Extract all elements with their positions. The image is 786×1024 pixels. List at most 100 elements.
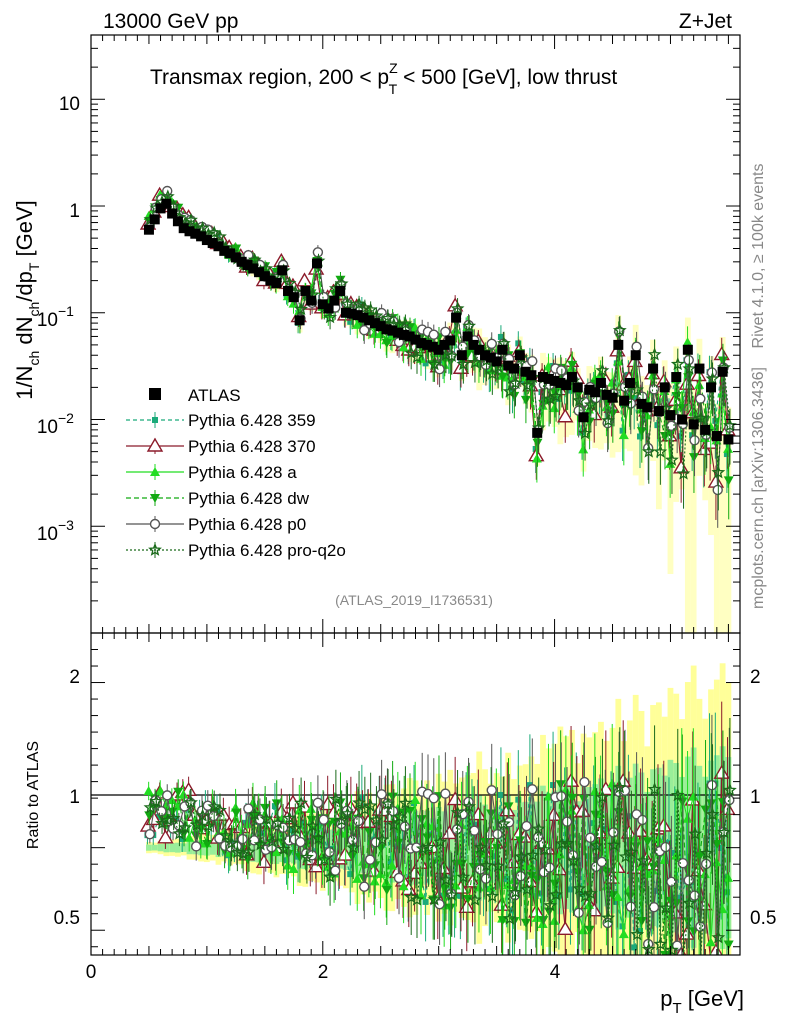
mc-ratio-point [179, 835, 186, 842]
mc-point [618, 430, 629, 440]
mc-ratio-point [654, 887, 661, 894]
mc-ratio-point [557, 920, 574, 936]
mc-point [578, 444, 589, 454]
mc-ratio-point [387, 792, 398, 802]
mc-ratio-point [346, 820, 357, 830]
mc-point [613, 356, 624, 366]
atlas-data-point [283, 285, 294, 296]
mc-ratio-point [723, 872, 734, 882]
atlas-data-point [248, 263, 259, 274]
atlas-data-point [648, 363, 659, 374]
mc-ratio-point [468, 820, 475, 827]
mc-ratio-point [596, 856, 608, 868]
mc-ratio-point [573, 907, 584, 919]
mc-ratio-point [469, 825, 480, 836]
mc-point [723, 443, 734, 453]
mc-point [556, 365, 567, 376]
atlas-data-point [190, 228, 201, 239]
mc-ratio-point [666, 876, 677, 887]
rivet-version-label: Rivet 4.1.0, ≥ 100k events [750, 164, 767, 349]
mc-ratio-point [305, 818, 320, 832]
mc-ratio-point [446, 791, 464, 806]
mc-point [457, 341, 468, 352]
mc-ratio-point [359, 881, 370, 892]
mc-ratio-point [653, 833, 664, 843]
mc-ratio-point [445, 903, 456, 913]
mc-ratio-point [392, 809, 407, 823]
main-panel: Transmax region, 200 < pZ T < 500 [GeV], … [12, 34, 741, 634]
mc-point [527, 355, 538, 367]
mc-ratio-series-5 [143, 718, 737, 955]
mc-point [549, 389, 563, 403]
mc-point [711, 465, 726, 479]
mc-point [497, 372, 508, 382]
mc-point [612, 323, 627, 337]
atlas-data-point [306, 295, 317, 306]
mc-ratio-point [648, 862, 659, 872]
mc-ratio-point [415, 841, 430, 855]
mc-ratio-point [462, 894, 473, 904]
mc-ratio-point [428, 793, 439, 804]
mc-ratio-point [486, 809, 497, 819]
atlas-data-point [543, 373, 554, 384]
mc-ratio-point [543, 898, 558, 912]
mc-ratio-point [288, 864, 299, 874]
mc-ratio-point [369, 876, 380, 886]
mc-point [359, 324, 370, 336]
mc-ratio-point [369, 812, 384, 826]
x-tick-label-0: 0 [86, 962, 97, 983]
mc-ratio-point [683, 875, 694, 886]
mc-point [654, 422, 661, 429]
mc-point [682, 361, 697, 375]
mc-ratio-point [492, 828, 503, 840]
mc-ratio-point [665, 942, 679, 955]
mc-ratio-point [589, 838, 604, 852]
mc-point [486, 338, 497, 349]
mc-point [444, 348, 459, 362]
mc-ratio-point [178, 820, 193, 834]
atlas-data-point [172, 216, 183, 227]
mc-ratio-point [713, 764, 730, 779]
mc-point [440, 326, 451, 337]
mc-point [694, 411, 708, 425]
atlas-data-point [566, 372, 577, 383]
mc-ratio-point [660, 841, 671, 853]
mc-ratio-point [705, 937, 716, 947]
mc-ratio-point [491, 810, 502, 820]
mc-point [671, 391, 682, 401]
mc-ratio-point [191, 841, 202, 852]
atlas-data-point [404, 331, 415, 342]
mc-ratio-point [717, 825, 732, 839]
mc-ratio-point [236, 846, 251, 860]
mc-ratio-point [312, 848, 319, 855]
y-axis-label: 1/Nch dNch/dpT [GeV] [12, 200, 42, 400]
mc-ratio-point [456, 869, 471, 883]
mc-ratio-point [601, 910, 616, 924]
ratio-y-axis-label: Ratio to ATLAS [25, 741, 42, 849]
stat-band [308, 829, 315, 866]
mc-point [723, 418, 737, 432]
mc-point [184, 212, 198, 226]
atlas-data-point [393, 327, 404, 338]
mc-ratio-point [607, 891, 618, 901]
x-tick-label-2: 2 [318, 962, 329, 983]
stat-band [157, 844, 164, 852]
mc-ratio-point [237, 833, 248, 845]
mc-ratio-point [363, 798, 378, 812]
mc-ratio-point [283, 849, 294, 859]
mc-ratio-point [636, 861, 647, 871]
mc-ratio-point [485, 889, 500, 903]
mc-ratio-point [485, 882, 496, 892]
atlas-data-point [329, 295, 340, 306]
atlas-data-point [462, 331, 473, 342]
atlas-data-point [485, 352, 496, 363]
mc-ratio-point [497, 816, 511, 830]
atlas-data-point [271, 278, 282, 289]
mc-ratio-point [677, 858, 689, 869]
mc-ratio-point [631, 944, 638, 951]
mc-point [520, 378, 535, 392]
mc-ratio-point [230, 845, 245, 859]
atlas-data-point [491, 356, 502, 367]
mc-point [683, 373, 694, 383]
mc-ratio-point [682, 895, 697, 910]
